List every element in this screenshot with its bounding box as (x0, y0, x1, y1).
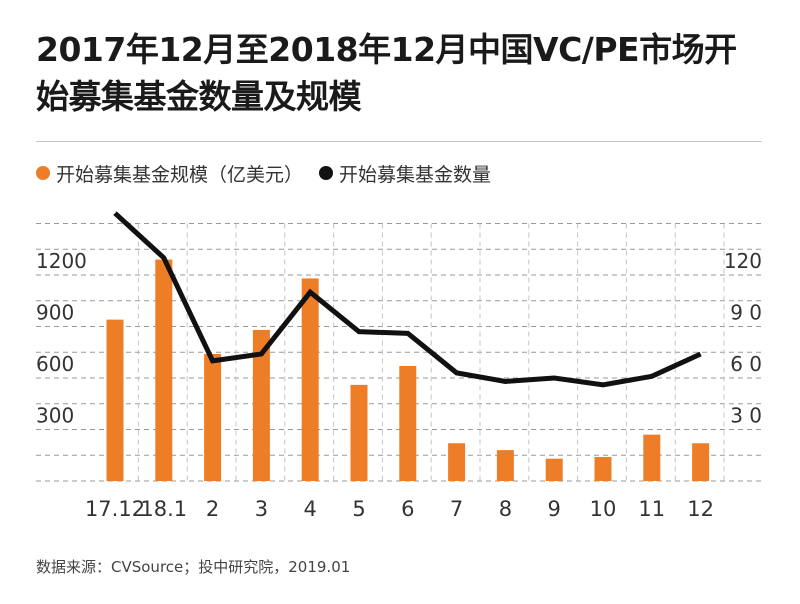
line-series-count (113, 211, 702, 388)
legend: 开始募集基金规模（亿美元） 开始募集基金数量 (36, 158, 507, 188)
bar (106, 319, 124, 481)
legend-black-dot-icon (319, 166, 334, 180)
x-axis-tick-label: 18.1 (140, 497, 187, 521)
x-axis-tick-label: 11 (638, 497, 665, 521)
x-axis-tick-label: 7 (450, 497, 463, 521)
x-axis-tick-label: 2 (206, 497, 219, 521)
legend-label-count: 开始募集基金数量 (339, 163, 492, 186)
legend-item-count: 开始募集基金数量 (319, 160, 491, 187)
right-axis-tick-label: 9 0 (730, 301, 762, 325)
x-axis-tick-label: 8 (499, 497, 512, 521)
right-axis-tick-label: 120 (724, 249, 762, 273)
title-divider (36, 141, 762, 142)
right-axis-tick-label: 6 0 (730, 352, 762, 376)
chart-title: 2017年12月至2018年12月中国VC/PE市场开始募集基金数量及规模 (36, 30, 737, 116)
x-axis-tick-label: 5 (352, 497, 365, 521)
x-axis-tick-label: 12 (687, 497, 714, 521)
bar (692, 443, 710, 481)
left-axis-tick-label: 600 (36, 352, 74, 376)
bar (594, 456, 612, 481)
left-axis-tick-label: 1200 (36, 249, 87, 273)
bar (643, 434, 661, 481)
bar (545, 458, 563, 481)
x-axis-tick-label: 9 (548, 497, 561, 521)
x-axis-tick-label: 17.12 (85, 497, 145, 521)
left-axis-tick-label: 900 (36, 301, 74, 325)
x-axis-tick-label: 10 (590, 497, 617, 521)
bar (301, 278, 319, 481)
left-axis-tick-label: 300 (36, 404, 74, 428)
bar (350, 384, 368, 481)
legend-item-scale: 开始募集基金规模（亿美元） (36, 160, 303, 187)
bar (252, 329, 270, 481)
data-source: 数据来源：CVSource；投中研究院，2019.01 (36, 558, 351, 576)
bar (496, 450, 514, 481)
bar (155, 259, 173, 481)
bar (448, 443, 466, 481)
bar (399, 365, 417, 481)
legend-orange-dot-icon (36, 166, 50, 180)
bar (204, 353, 222, 481)
legend-label-scale: 开始募集基金规模（亿美元） (56, 163, 304, 186)
x-axis-tick-label: 3 (255, 497, 268, 521)
x-axis-tick-label: 4 (304, 497, 317, 521)
x-axis-tick-label: 6 (401, 497, 414, 521)
right-axis-tick-label: 3 0 (730, 404, 762, 428)
